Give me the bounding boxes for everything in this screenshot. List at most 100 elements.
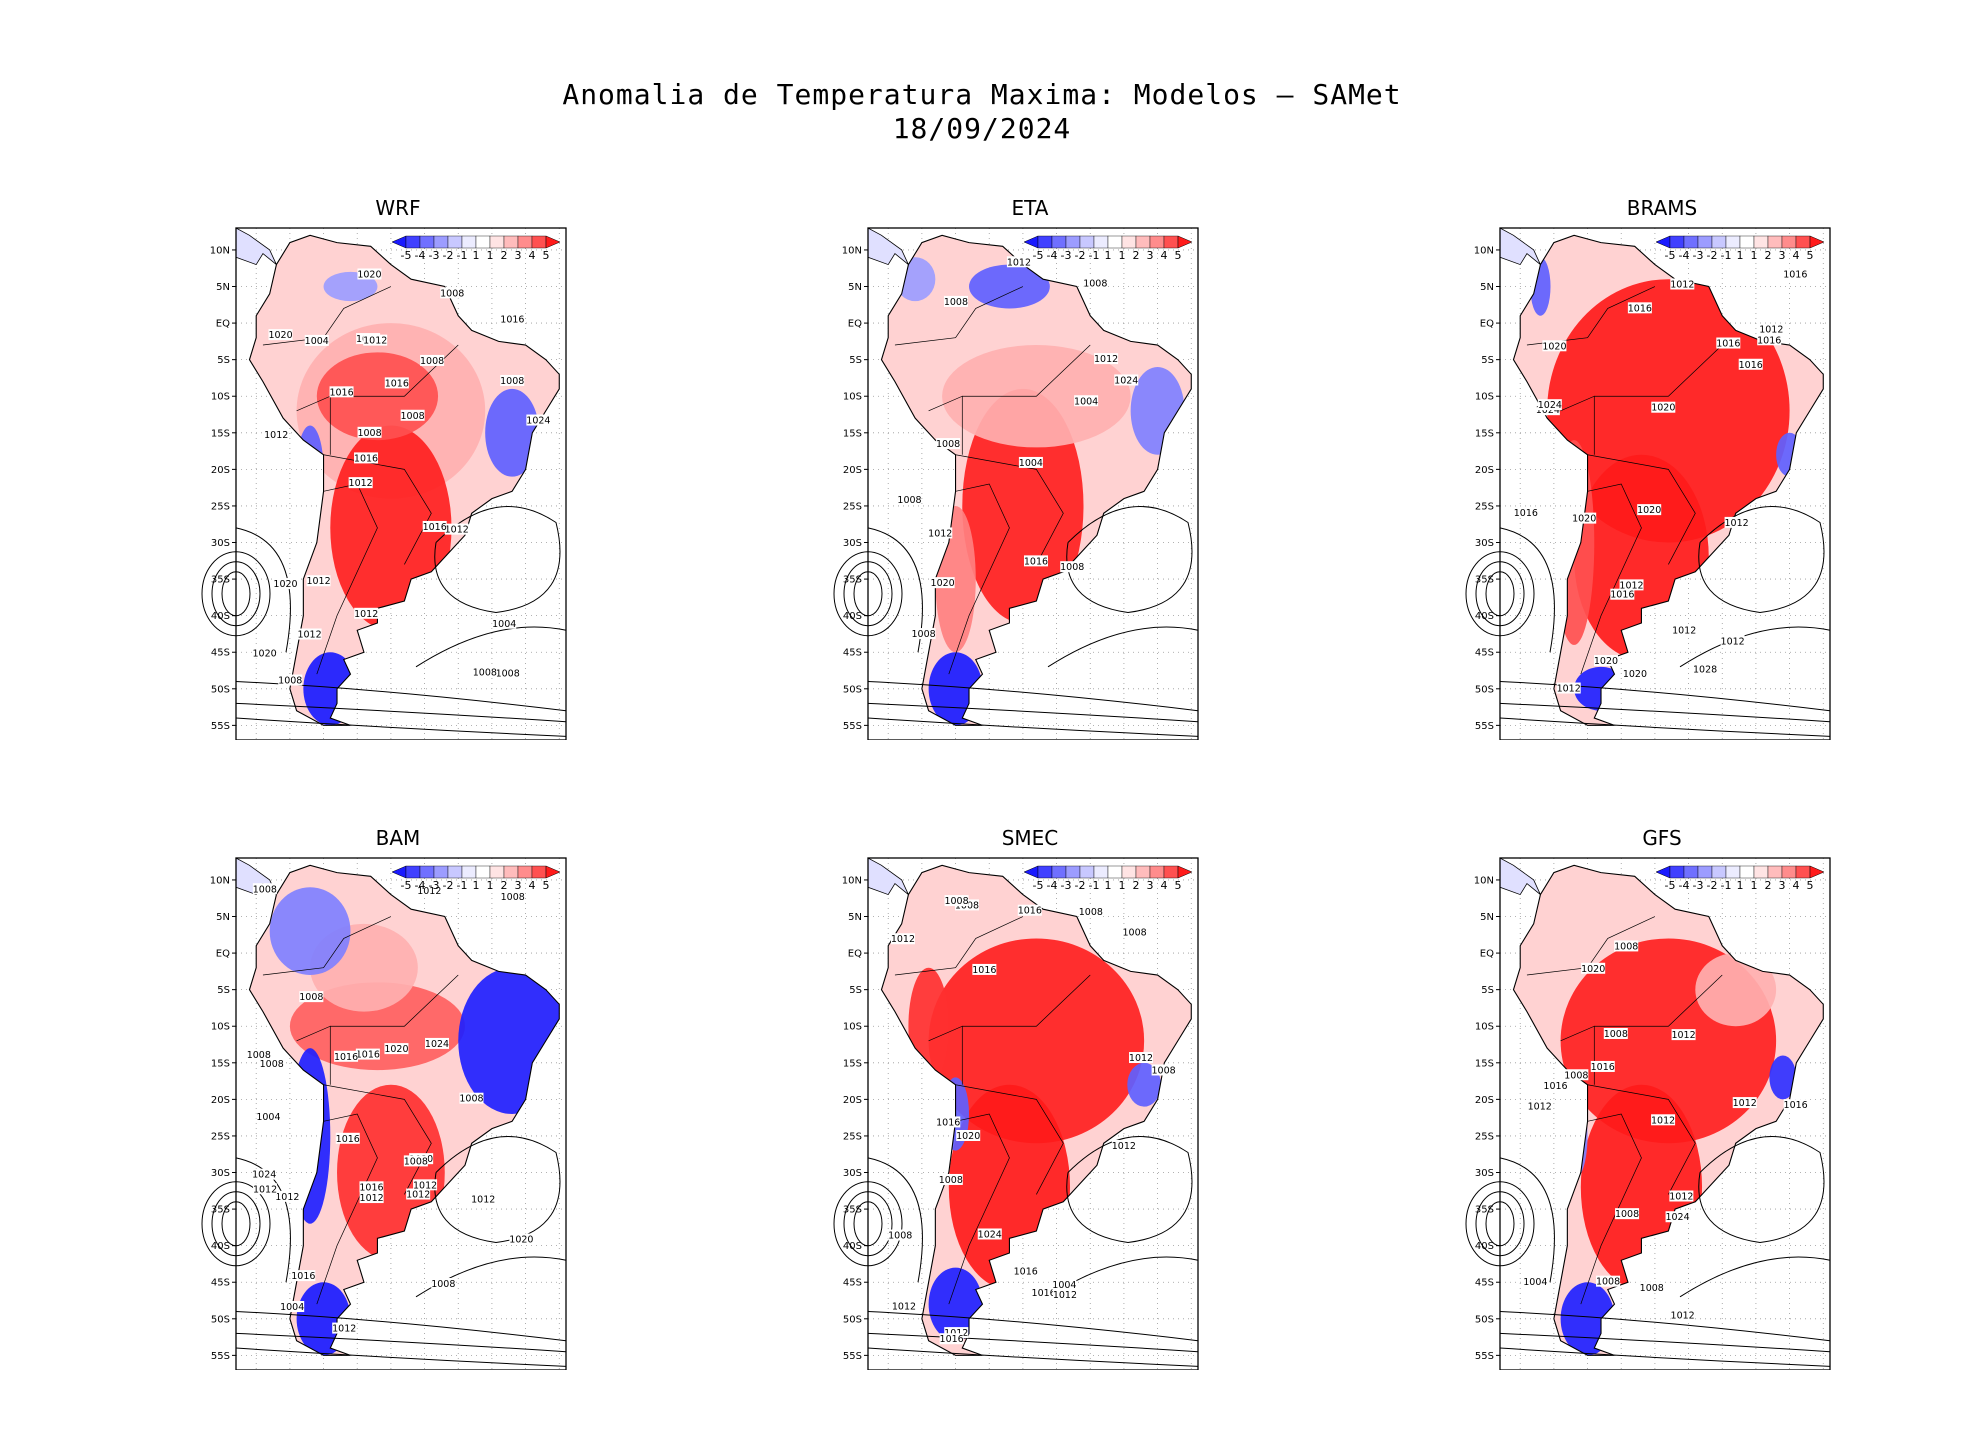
isobar-label: 1016 bbox=[1543, 1081, 1567, 1092]
colorbar-label: 5 bbox=[1807, 879, 1814, 892]
isobar-label-bg bbox=[1052, 1288, 1077, 1300]
isobar-label: 1008 bbox=[936, 439, 960, 450]
isobar-label: 1024 bbox=[425, 1039, 449, 1050]
lat-tick-label: 35S bbox=[211, 575, 230, 586]
country-border bbox=[962, 344, 1091, 397]
lat-tick-label: 10N bbox=[1474, 875, 1494, 886]
lat-tick-label: EQ bbox=[1480, 319, 1494, 330]
isobar-label-bg bbox=[1523, 1275, 1548, 1287]
isobar-label-bg bbox=[930, 577, 955, 589]
isobar-label: 1012 bbox=[413, 1180, 437, 1191]
lat-tick-label: 50S bbox=[843, 1314, 862, 1325]
lat-tick-label: 45S bbox=[1475, 1278, 1494, 1289]
isobar-label: 1008 bbox=[1083, 278, 1107, 289]
isobar-label: 1012 bbox=[332, 1324, 356, 1335]
isobar-label-bg bbox=[500, 374, 525, 386]
isobar-line bbox=[434, 1136, 561, 1244]
coastline bbox=[1512, 864, 1824, 1356]
coastline bbox=[880, 234, 1192, 726]
central-america bbox=[235, 227, 277, 266]
panel-title: BRAMS bbox=[1626, 196, 1698, 220]
isobar-label-bg bbox=[526, 414, 551, 426]
isobar-label-bg bbox=[354, 607, 379, 619]
colorbar-label: -4 bbox=[1679, 249, 1690, 262]
isobar-label-bg bbox=[357, 268, 382, 280]
colorbar-label: 5 bbox=[543, 879, 550, 892]
isobar-label: 1008 bbox=[944, 896, 968, 907]
isobar-label: 1024 bbox=[1538, 400, 1562, 411]
colorbar-swatch bbox=[531, 235, 547, 249]
isobar-label-bg bbox=[413, 1179, 438, 1191]
colorbar-swatch bbox=[1135, 865, 1151, 879]
country-border bbox=[1560, 395, 1595, 455]
colorbar-swatch bbox=[503, 865, 519, 879]
isobar-label: 1012 bbox=[354, 609, 378, 620]
colorbar-swatch bbox=[1739, 865, 1755, 879]
colorbar-label: -2 bbox=[1075, 249, 1086, 262]
isobar-label: 1020 bbox=[1542, 341, 1566, 352]
isobar-label: 1016 bbox=[1628, 303, 1652, 314]
isobar-label: 1024 bbox=[1665, 1212, 1689, 1223]
isobar-label-bg bbox=[1013, 1265, 1038, 1277]
lat-tick-label: 25S bbox=[843, 501, 862, 512]
colorbar-label: 1 bbox=[1737, 879, 1744, 892]
colorbar-swatch bbox=[1149, 865, 1165, 879]
colorbar-swatch bbox=[531, 865, 547, 879]
isobar-label: 1016 bbox=[1018, 906, 1042, 917]
colorbar-swatch bbox=[1093, 865, 1109, 879]
central-america bbox=[867, 227, 909, 266]
isobar-label: 1008 bbox=[939, 1175, 963, 1186]
isobar-label-bg bbox=[1665, 1211, 1690, 1223]
isobar-label-bg bbox=[1651, 1114, 1676, 1126]
colorbar-label: -1 bbox=[1721, 879, 1732, 892]
isobar-label-bg bbox=[417, 884, 442, 896]
colorbar-swatch bbox=[1163, 235, 1179, 249]
lat-tick-label: 20S bbox=[843, 465, 862, 476]
isobar-label-bg bbox=[1537, 399, 1562, 411]
isobar-line bbox=[867, 680, 1199, 712]
lat-tick-label: 45S bbox=[1475, 648, 1494, 659]
colorbar-swatch bbox=[1079, 235, 1095, 249]
colorbar-swatch bbox=[1781, 235, 1797, 249]
colorbar-label: -3 bbox=[1061, 249, 1072, 262]
isobar-label-bg bbox=[1670, 1309, 1695, 1321]
isobar-label: 1004 bbox=[280, 1302, 304, 1313]
isobar-label-bg bbox=[359, 1192, 384, 1204]
isobar-line bbox=[1499, 527, 1555, 653]
isobar-label: 1016 bbox=[936, 1117, 960, 1128]
isobar-label: 1016 bbox=[1024, 556, 1048, 567]
lat-tick-label: 50S bbox=[1475, 1314, 1494, 1325]
isobar-label-bg bbox=[400, 409, 425, 421]
lat-tick-label: 5N bbox=[216, 282, 230, 293]
isobar-label: 1012 bbox=[1112, 1141, 1136, 1152]
isobar-label: 1020 bbox=[1623, 669, 1647, 680]
isobar-label-bg bbox=[911, 628, 936, 640]
isobar-label: 1008 bbox=[1060, 562, 1084, 573]
isobar-label: 1004 bbox=[1074, 396, 1098, 407]
country-border bbox=[1587, 1084, 1696, 1195]
lat-tick-label: 10N bbox=[210, 245, 230, 256]
coastline bbox=[248, 864, 560, 1356]
lat-tick-label: 20S bbox=[211, 1095, 230, 1106]
colorbar-swatch bbox=[433, 235, 449, 249]
colorbar-label: 1 bbox=[473, 249, 480, 262]
lat-tick-label: 10N bbox=[1474, 245, 1494, 256]
isobar-label-bg bbox=[1671, 1029, 1696, 1041]
lat-tick-label: 40S bbox=[211, 1241, 230, 1252]
isobar-label-bg bbox=[1593, 655, 1618, 667]
isobar-label: 1012 bbox=[264, 430, 288, 441]
isobar-label: 1012 bbox=[1733, 1098, 1757, 1109]
country-border bbox=[928, 395, 963, 455]
isobar-line bbox=[1499, 680, 1831, 712]
isobar-label: 1016 bbox=[359, 1182, 383, 1193]
map-plot: 1012100810121008101610121008101610121016… bbox=[1465, 857, 1831, 1370]
lat-tick-label: 15S bbox=[1475, 1058, 1494, 1069]
colorbar-legend: -5 -4 -3 -2 -1 1 1 2 3 4 5 bbox=[1023, 235, 1193, 262]
colorbar-label: 5 bbox=[1807, 249, 1814, 262]
isobar-label: 1008 bbox=[911, 629, 935, 640]
isobar-label-bg bbox=[939, 1333, 964, 1345]
isobar-label: 1008 bbox=[1123, 927, 1147, 938]
colorbar-swatch bbox=[1697, 235, 1713, 249]
isobar-label-bg bbox=[1018, 456, 1043, 468]
isobar-label-bg bbox=[495, 667, 520, 679]
